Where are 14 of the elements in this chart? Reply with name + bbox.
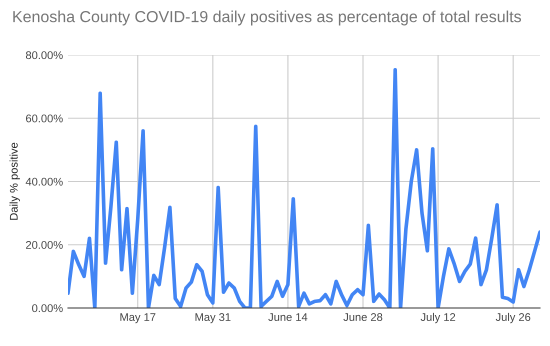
y-axis-title: Daily % positive	[10, 142, 20, 220]
x-tick-label: July 26	[496, 312, 530, 324]
y-tick-label: 20.00%	[26, 241, 63, 249]
x-tick-label: June 14	[268, 313, 308, 322]
line-series	[68, 68, 540, 308]
x-tick-label: June 28	[343, 313, 382, 322]
x-tick-label: May 17	[120, 313, 156, 324]
y-tick-label: 80.00%	[26, 51, 63, 60]
x-tick-label: May 31	[196, 313, 230, 324]
y-tick-label: 60.00%	[26, 114, 63, 122]
chart-title: Kenosha County COVID-19 daily positives as percentage of total results	[13, 10, 522, 26]
x-tick-label: July 12	[420, 312, 456, 324]
y-tick-label: 0.00%	[32, 304, 63, 312]
y-tick-label: 40.00%	[26, 178, 63, 186]
